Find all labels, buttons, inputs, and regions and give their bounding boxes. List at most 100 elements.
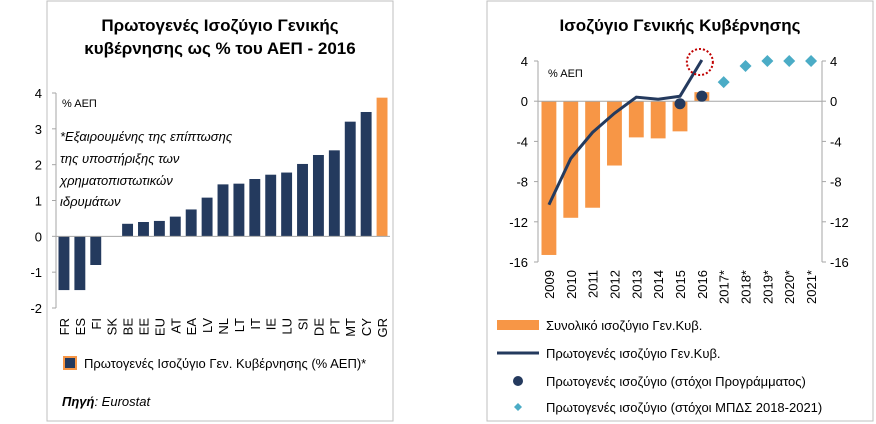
- left-bar-IE: [265, 174, 277, 237]
- left-x-tick-label: AT: [168, 318, 183, 334]
- legend-swatch-total-balance: [497, 320, 539, 330]
- right-y-tick-label: -8: [516, 175, 528, 190]
- left-x-tick-label: FI: [89, 318, 104, 330]
- right-mtfs-target-point: [805, 55, 818, 67]
- right-x-tick-label: 2017*: [717, 270, 732, 304]
- left-y-tick-label: 2: [35, 158, 42, 173]
- left-bar-LT: [233, 183, 245, 237]
- left-x-tick-label: NL: [216, 318, 231, 335]
- left-bar-EA: [185, 209, 197, 237]
- left-x-tick-label: IT: [248, 318, 263, 330]
- left-bar-FR: [58, 236, 70, 291]
- right-y2-tick-label: 4: [830, 54, 837, 69]
- left-x-tick-label: LT: [232, 318, 247, 332]
- left-bar-NL: [217, 184, 229, 237]
- left-y-tick-label: -2: [30, 301, 42, 316]
- right-y-tick-label: 4: [521, 54, 528, 69]
- right-y-tick-label: 0: [521, 94, 528, 109]
- left-bar-SI: [297, 163, 308, 237]
- right-x-tick-label: 2011: [586, 270, 601, 298]
- right-legend: Συνολικό ισοζύγιο Γεν.Κυβ. Πρωτογενές ισο…: [497, 318, 822, 415]
- left-x-tick-label: MT: [343, 318, 358, 337]
- left-y-tick-label: 3: [35, 122, 42, 137]
- left-x-tick-label: IE: [264, 318, 279, 331]
- right-x-tick-label: 2021*: [804, 270, 819, 304]
- left-bar-AT: [169, 216, 181, 237]
- right-x-tick-label: 2015: [673, 270, 688, 299]
- legend-label-total-balance: Συνολικό ισοζύγιο Γεν.Κυβ.: [546, 318, 702, 333]
- right-bar-2011: [585, 101, 601, 208]
- left-title-line-1: Πρωτογενές Ισοζύγιο Γενικής: [101, 16, 338, 35]
- right-x-tick-label: 2019*: [760, 270, 775, 304]
- left-bar-IT: [249, 179, 261, 237]
- left-y-tick-label: 0: [35, 229, 42, 244]
- right-x-tick-label: 2016: [695, 270, 710, 299]
- legend-label-primary-line: Πρωτογενές ισοζύγιο Γεν.Κυβ.: [546, 346, 721, 361]
- left-bar-MT: [344, 121, 356, 237]
- left-y-tick-label: 1: [35, 194, 42, 209]
- right-mtfs-target-point: [717, 76, 730, 89]
- right-y2-tick-label: -8: [830, 175, 842, 190]
- right-x-tick-label: 2020*: [782, 270, 797, 304]
- right-x-tick-label: 2012: [607, 270, 622, 299]
- right-bar-2015: [672, 101, 688, 132]
- left-bar-CY: [360, 111, 372, 237]
- right-x-tick-label: 2010: [564, 270, 579, 299]
- right-y2-tick-label: -4: [830, 134, 842, 149]
- right-unit-label: % ΑΕΠ: [548, 68, 583, 80]
- right-mtfs-target-point: [761, 55, 774, 67]
- right-y2-tick-label: -12: [830, 215, 849, 230]
- right-y-tick-label: -16: [509, 255, 528, 270]
- right-y2-tick-label: -16: [830, 255, 849, 270]
- left-x-tick-label: LU: [280, 318, 295, 335]
- left-x-tick-label: FR: [57, 318, 72, 335]
- right-y-tick-label: -12: [509, 215, 528, 230]
- left-bar-GR: [376, 97, 388, 237]
- left-chart: -2 -1 0 1 2 3 4 FR ES FI SK BE EE EU AT EA LV NL LT IT IE LU S…: [30, 86, 390, 338]
- right-bar-2009: [541, 101, 557, 255]
- left-bar-BE: [122, 223, 134, 237]
- left-x-tick-label: SI: [296, 318, 311, 330]
- source-value: : Eurostat: [94, 394, 151, 409]
- left-bar-DE: [312, 154, 324, 237]
- legend-swatch-program-targets: [513, 376, 523, 386]
- left-panel-border: [46, 0, 394, 422]
- left-bar-EE: [138, 222, 149, 237]
- left-x-tick-label: DE: [311, 318, 326, 336]
- left-unit-label: % ΑΕΠ: [62, 98, 97, 110]
- right-bar-2014: [650, 101, 666, 139]
- left-bar-EU: [153, 220, 165, 237]
- source-label: Πηγή: [62, 394, 95, 409]
- left-bar-ES: [74, 236, 86, 291]
- left-x-tick-label: CY: [359, 318, 374, 336]
- right-highlight-circle: [685, 47, 714, 76]
- legend-label-program-targets: Πρωτογενές ισοζύγιο (στόχοι Προγράμματος…: [546, 374, 806, 389]
- left-bar-LU: [281, 172, 293, 237]
- left-x-tick-label: EU: [152, 318, 167, 336]
- left-note-line-4: ιδρυμάτων: [60, 194, 121, 209]
- left-x-tick-label: EA: [184, 318, 199, 336]
- left-x-tick-label: GR: [375, 318, 390, 338]
- right-primary-balance-line: [547, 59, 704, 206]
- left-bar-LV: [201, 197, 213, 237]
- left-note-line-2: της υποστήριξης των: [60, 151, 180, 166]
- left-title-line-2: κυβέρνησης ως % του ΑΕΠ - 2016: [84, 39, 355, 58]
- left-bar-PT: [328, 150, 340, 237]
- right-program-target-point: [696, 90, 708, 102]
- legend-swatch-mtfs-targets: [514, 403, 522, 411]
- left-x-tick-label: SK: [105, 318, 120, 336]
- legend-label-mtfs-targets: Πρωτογενές ισοζύγιο (στόχοι ΜΠΔΣ 2018-20…: [546, 400, 822, 415]
- left-x-tick-label: PT: [327, 318, 342, 335]
- right-bar-2013: [628, 101, 644, 138]
- left-x-tick-label: EE: [136, 318, 151, 336]
- left-x-tick-label: LV: [200, 318, 215, 333]
- right-y-tick-label: -4: [516, 134, 528, 149]
- left-note-line-1: *Εξαιρουμένης της επίπτωσης: [60, 129, 233, 144]
- left-legend-swatch: [63, 356, 77, 370]
- right-x-tick-label: 2014: [651, 270, 666, 299]
- right-program-target-point: [674, 98, 686, 110]
- right-panel-border: [486, 0, 874, 422]
- right-x-tick-label: 2009: [542, 270, 557, 299]
- left-x-tick-label: ES: [73, 318, 88, 336]
